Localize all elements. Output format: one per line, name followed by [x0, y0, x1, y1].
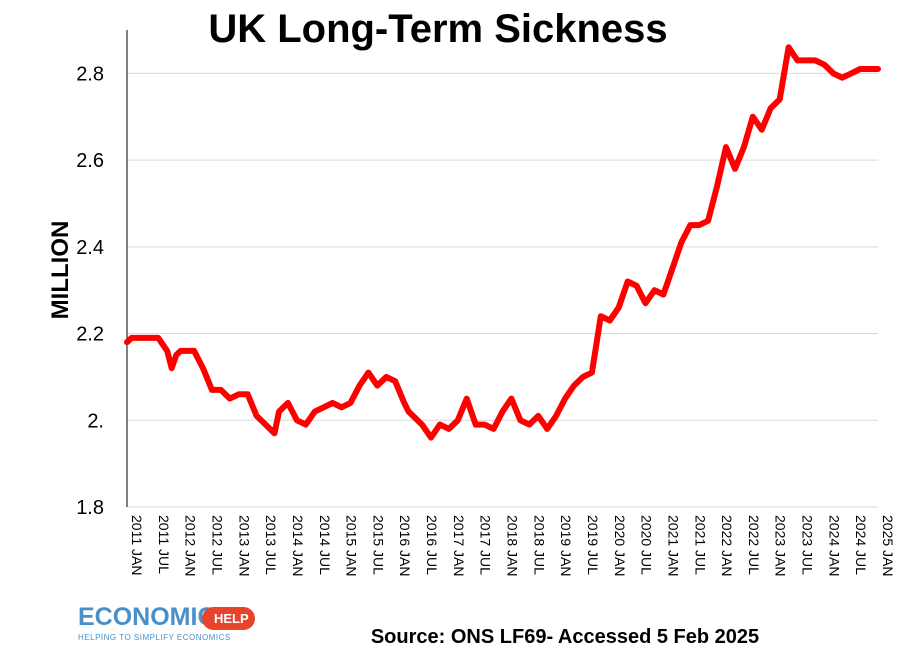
x-tick-labels: 2011 JAN 2011 JUL 2012 JAN 2012 JUL 2013 JAN…: [129, 515, 896, 576]
x-tick-label: 2011 JUL: [156, 515, 172, 574]
grid: [127, 72, 878, 508]
x-tick-label: 2016 JAN: [397, 515, 413, 576]
x-tick-label: 2016 JUL: [424, 515, 440, 575]
x-tick-label: 2018 JAN: [505, 515, 521, 576]
x-tick-label: 2024 JAN: [826, 515, 842, 576]
y-tick-label: 2.2: [76, 324, 104, 346]
x-tick-label: 2020 JUL: [639, 515, 655, 575]
x-tick-label: 2022 JAN: [719, 515, 735, 576]
x-tick-label: 2012 JUL: [209, 515, 225, 575]
x-tick-label: 2019 JAN: [558, 515, 574, 576]
x-tick-label: 2024 JUL: [853, 515, 869, 575]
x-tick-label: 2015 JAN: [344, 515, 360, 576]
x-tick-label: 2011 JAN: [129, 515, 145, 575]
source-note: Source: ONS LF69- Accessed 5 Feb 2025: [371, 626, 759, 648]
x-tick-label: 2022 JUL: [746, 515, 762, 575]
x-tick-label: 2013 JAN: [236, 515, 252, 576]
economics-help-logo: ECONOMICS HELP HELPING TO SIMPLIFY ECONO…: [78, 603, 258, 651]
x-tick-label: 2018 JUL: [531, 515, 547, 575]
x-tick-label: 2020 JAN: [612, 515, 628, 576]
x-tick-label: 2021 JUL: [692, 515, 708, 575]
x-tick-label: 2014 JUL: [317, 515, 333, 575]
y-tick-label: 1.8: [76, 497, 104, 519]
y-tick-label: 2.4: [76, 237, 104, 259]
y-tick-label: 2.6: [76, 150, 104, 172]
x-tick-label: 2019 JUL: [585, 515, 601, 575]
x-tick-label: 2017 JAN: [451, 515, 467, 576]
x-tick-label: 2025 JAN: [880, 515, 896, 576]
x-tick-label: 2014 JAN: [290, 515, 306, 576]
x-tick-label: 2023 JAN: [773, 515, 789, 576]
y-axis-label: MILLION: [47, 221, 74, 320]
y-tick-label: 2.: [87, 410, 104, 432]
x-tick-label: 2013 JUL: [263, 515, 279, 575]
x-tick-label: 2017 JUL: [478, 515, 494, 575]
y-tick-label: 2.8: [76, 63, 104, 85]
series-line: [124, 44, 881, 441]
logo-badge: HELP: [202, 607, 255, 630]
chart-title: UK Long-Term Sickness: [208, 7, 667, 51]
x-tick-label: 2021 JAN: [665, 515, 681, 576]
logo-tagline: HELPING TO SIMPLIFY ECONOMICS: [78, 633, 231, 642]
y-tick-labels: 1.8 2. 2.2 2.4 2.6 2.8: [76, 63, 104, 519]
x-tick-label: 2015 JUL: [370, 515, 386, 575]
x-tick-label: 2012 JAN: [183, 515, 199, 576]
x-tick-label: 2023 JUL: [800, 515, 816, 575]
